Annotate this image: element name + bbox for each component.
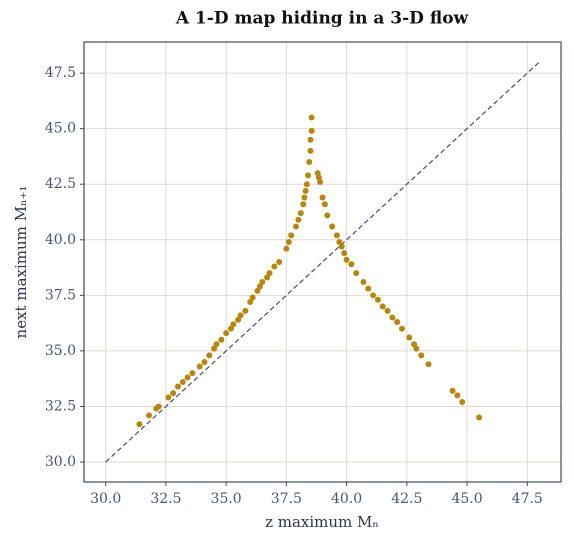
scatter-point [259, 279, 266, 285]
scatter-point [308, 127, 315, 134]
x-tick-label: 37.5 [271, 491, 302, 507]
x-tick-label: 42.5 [391, 491, 422, 507]
scatter-point [206, 352, 213, 359]
scatter-point [374, 296, 381, 303]
scatter-point [321, 201, 328, 208]
y-tick-label: 30.0 [45, 454, 76, 470]
scatter-point [254, 287, 261, 294]
scatter-point [360, 279, 367, 285]
y-tick-label: 35.0 [45, 343, 76, 359]
scatter-point [227, 325, 234, 332]
scatter-point [170, 390, 177, 397]
scatter-point [249, 294, 256, 301]
scatter-point [394, 319, 401, 325]
scatter-point [418, 352, 425, 359]
scatter-point [301, 194, 308, 201]
scatter-point [211, 345, 218, 352]
scatter-point [329, 223, 336, 230]
scatter-point [348, 261, 355, 268]
y-axis-label: next maximum Mₙ₊₁ [12, 186, 30, 339]
x-tick-label: 32.5 [150, 491, 181, 507]
x-tick-label: 35.0 [211, 491, 242, 507]
scatter-point [196, 363, 203, 370]
scatter-point [179, 379, 186, 385]
scatter-point [308, 114, 315, 121]
scatter-point [276, 259, 283, 265]
scatter-point [459, 399, 466, 405]
scatter-point [333, 232, 340, 239]
scatter-point [223, 330, 230, 337]
scatter-point [306, 159, 313, 165]
x-tick-label: 30.0 [90, 491, 121, 507]
scatter-point [155, 403, 162, 410]
scatter-point [264, 274, 271, 281]
scatter-point [285, 239, 292, 245]
scatter-point [271, 263, 278, 270]
scatter-point [297, 210, 304, 217]
scatter-point [230, 321, 237, 328]
scatter-point [295, 216, 302, 223]
scatter-point [288, 232, 295, 239]
y-tick-label: 37.5 [45, 287, 76, 303]
scatter-point [411, 341, 418, 348]
scatter-point [165, 394, 172, 401]
scatter-point [425, 361, 432, 368]
scatter-point [184, 374, 191, 381]
scatter-point [136, 421, 143, 428]
scatter-point [242, 307, 249, 314]
scatter-point [399, 325, 405, 332]
plot-frame [83, 41, 562, 483]
scatter-point [324, 212, 331, 219]
scatter-point [379, 303, 386, 310]
scatter-point [341, 250, 348, 257]
scatter-point [307, 147, 314, 154]
y-tick-label: 32.5 [45, 398, 76, 414]
y-tick-label: 47.5 [45, 65, 76, 81]
scatter-point [247, 299, 254, 305]
y-tick-label: 40.0 [45, 232, 76, 248]
scatter-point [343, 256, 350, 263]
scatter-point [235, 316, 242, 323]
reference-line [105, 61, 540, 463]
scatter-point [305, 172, 312, 179]
scatter-point [319, 194, 326, 201]
scatter-point [307, 136, 314, 143]
x-tick-label: 45.0 [451, 491, 482, 507]
scatter-point [353, 270, 360, 277]
scatter-point [303, 181, 310, 188]
scatter-point [266, 270, 273, 277]
scatter-point [218, 336, 225, 343]
scatter-point [370, 292, 377, 299]
scatter-point [317, 179, 324, 185]
x-tick-label: 40.0 [331, 491, 362, 507]
scatter-point [338, 243, 345, 250]
scatter-point [336, 239, 343, 245]
scatter-point [201, 359, 208, 365]
scatter-point [384, 307, 391, 314]
scatter-point [256, 283, 263, 290]
scatter-point [213, 341, 220, 348]
scatter-point [389, 314, 396, 321]
scatter-point [293, 223, 299, 230]
scatter-point [449, 387, 456, 394]
y-tick-label: 45.0 [45, 121, 76, 137]
scatter-point [174, 383, 181, 390]
scatter-point [406, 334, 413, 341]
scatter-point [237, 312, 244, 319]
scatter-point [189, 370, 196, 377]
scatter-point [454, 392, 461, 399]
scatter-point [476, 414, 483, 421]
y-tick-label: 42.5 [45, 176, 76, 192]
chart-title: A 1-D map hiding in a 3-D flow [175, 9, 469, 29]
scatter-point [283, 245, 290, 252]
scatter-point [365, 285, 372, 292]
scatter-point [146, 412, 153, 419]
x-tick-label: 47.5 [512, 491, 543, 507]
scatter-point [413, 345, 420, 352]
scatter-point [300, 201, 307, 208]
x-axis-label: z maximum Mₙ [265, 513, 379, 531]
scatter-point [302, 187, 309, 194]
